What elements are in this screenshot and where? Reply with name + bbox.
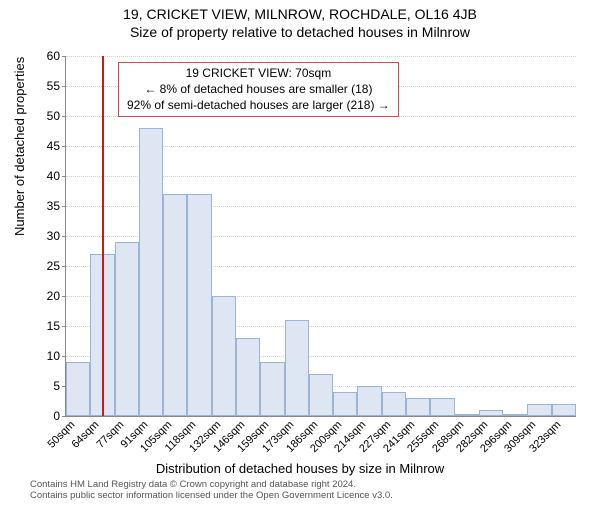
bar [163,194,187,416]
plot: 05101520253035404550556050sqm64sqm77sqm9… [65,56,576,417]
bar [479,410,503,416]
annotation-line1: 19 CRICKET VIEW: 70sqm [127,65,390,81]
bar [357,386,381,416]
grid-line [66,56,576,57]
chart-area: 05101520253035404550556050sqm64sqm77sqm9… [65,56,575,416]
bar [236,338,260,416]
title-sub: Size of property relative to detached ho… [0,24,600,40]
ytick-label: 25 [47,259,66,273]
ytick-label: 30 [47,229,66,243]
bar [552,404,576,416]
annotation-line3: 92% of semi-detached houses are larger (… [127,97,390,113]
footnote-line2: Contains public sector information licen… [30,491,393,502]
bar [382,392,406,416]
bar [260,362,284,416]
ytick-label: 60 [47,49,66,63]
bar [527,404,551,416]
ytick-label: 50 [47,109,66,123]
y-axis-label: Number of detached properties [12,57,27,236]
ytick-label: 35 [47,199,66,213]
bar [66,362,90,416]
bar [115,242,139,416]
bar [139,128,163,416]
bar [309,374,333,416]
annotation-box: 19 CRICKET VIEW: 70sqm← 8% of detached h… [118,62,399,117]
chart-container: 19, CRICKET VIEW, MILNROW, ROCHDALE, OL1… [0,6,600,506]
ytick-label: 10 [47,349,66,363]
bar [333,392,357,416]
bar [430,398,454,416]
bar [455,414,479,416]
ytick-label: 15 [47,319,66,333]
bar [285,320,309,416]
title-main: 19, CRICKET VIEW, MILNROW, ROCHDALE, OL1… [0,6,600,22]
ytick-label: 55 [47,79,66,93]
ytick-label: 5 [53,379,66,393]
ytick-label: 20 [47,289,66,303]
ytick-label: 45 [47,139,66,153]
annotation-line2: ← 8% of detached houses are smaller (18) [127,81,390,97]
x-axis-label: Distribution of detached houses by size … [0,461,600,476]
bar [406,398,430,416]
ytick-label: 40 [47,169,66,183]
footnote: Contains HM Land Registry data © Crown c… [30,480,393,502]
reference-line [102,56,104,416]
bar [187,194,211,416]
bar [212,296,236,416]
bar [503,414,527,416]
